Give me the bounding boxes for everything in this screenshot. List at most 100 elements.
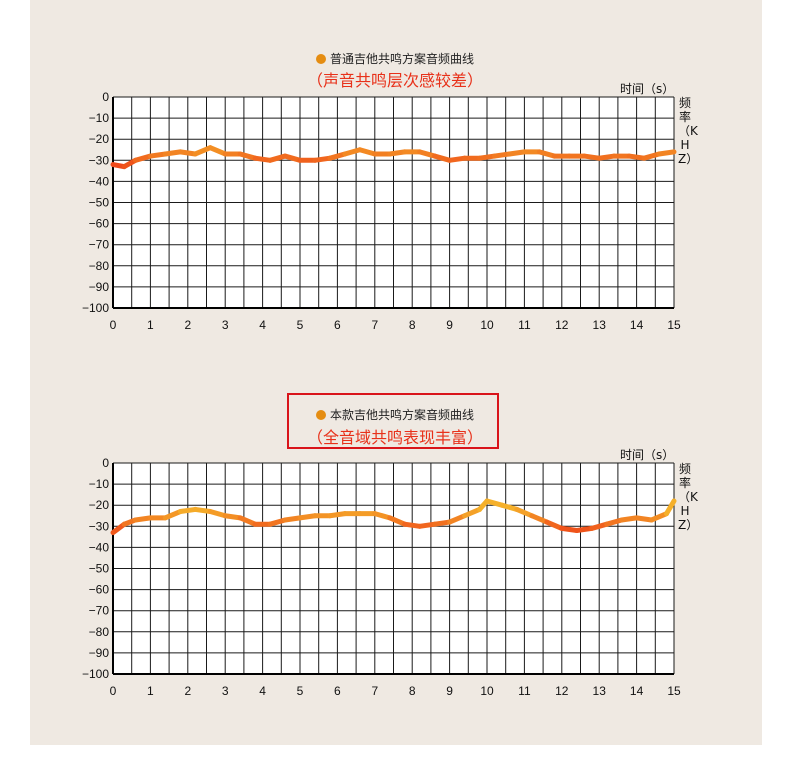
- data-point: [254, 523, 257, 526]
- y-tick-label: −60: [89, 217, 110, 231]
- series-segment: [626, 153, 647, 161]
- x-tick-label: 8: [409, 318, 416, 332]
- legend-dot-icon: [315, 410, 326, 420]
- y-tick-label: −50: [89, 196, 110, 210]
- series-segment: [327, 511, 348, 519]
- chart-2-x-unit: 时间（s）: [620, 448, 675, 462]
- series-segment: [162, 509, 183, 521]
- series-segment: [297, 513, 318, 521]
- data-point: [448, 521, 451, 524]
- y-tick-label: −90: [89, 280, 110, 294]
- x-tick-label: 14: [630, 684, 644, 698]
- data-point: [560, 527, 563, 530]
- data-point: [164, 516, 167, 519]
- data-point: [515, 508, 518, 511]
- data-point: [123, 523, 126, 526]
- data-point: [112, 531, 115, 534]
- series-segment: [447, 155, 468, 163]
- x-tick-label: 1: [147, 684, 154, 698]
- x-tick-label: 13: [593, 684, 607, 698]
- data-point: [650, 518, 653, 521]
- series-segment: [132, 153, 153, 163]
- data-point: [179, 510, 182, 513]
- x-tick-label: 14: [630, 318, 644, 332]
- data-point: [545, 521, 548, 524]
- series-segment: [417, 521, 438, 529]
- series-segment: [491, 151, 512, 159]
- series-segment: [499, 502, 520, 512]
- series-segment: [327, 151, 348, 161]
- x-tick-label: 4: [259, 318, 266, 332]
- data-point: [575, 529, 578, 532]
- series-segment: [282, 515, 303, 523]
- series-segment: [147, 151, 168, 159]
- x-tick-label: 9: [446, 684, 453, 698]
- series-segment: [619, 515, 640, 523]
- series-segment: [656, 149, 677, 157]
- x-tick-label: 11: [518, 318, 531, 332]
- series-segment: [596, 153, 617, 161]
- series-segment: [506, 149, 527, 157]
- data-point: [224, 514, 227, 517]
- series-segment: [207, 145, 228, 157]
- x-tick-label: 1: [147, 318, 154, 332]
- series-segment: [282, 153, 303, 163]
- y-tick-label: −90: [89, 646, 110, 660]
- data-point: [530, 514, 533, 517]
- y-tick-label: −100: [82, 667, 109, 681]
- y-tick-label: −70: [89, 604, 110, 618]
- data-point: [673, 499, 676, 502]
- series-segment: [222, 513, 243, 521]
- series-segment: [192, 145, 213, 157]
- chart-1-legend: 普通吉他共鸣方案音频曲线: [0, 50, 790, 67]
- data-point: [403, 523, 406, 526]
- series-segment: [514, 506, 535, 519]
- chart-1-x-unit: 时间（s）: [620, 82, 675, 96]
- series-segment: [177, 506, 198, 515]
- y-tick-label: −80: [89, 625, 110, 639]
- y-tick-label: −20: [89, 498, 110, 512]
- x-tick-label: 11: [518, 684, 531, 698]
- series-segment: [177, 149, 198, 157]
- y-tick-label: −100: [82, 301, 109, 315]
- data-point: [343, 512, 346, 515]
- legend-dot-icon: [315, 54, 326, 64]
- y-tick-label: −10: [89, 477, 110, 491]
- data-point: [239, 516, 242, 519]
- series-segment: [312, 155, 333, 163]
- series-segment: [634, 515, 655, 523]
- data-point: [313, 514, 316, 517]
- series-segment: [536, 149, 557, 159]
- series-segment: [132, 515, 153, 523]
- y-tick-label: −40: [89, 540, 110, 554]
- series-segment: [342, 147, 363, 157]
- data-point: [269, 523, 272, 526]
- series-segment: [372, 511, 393, 521]
- series-segment: [267, 153, 288, 163]
- series-segment: [581, 153, 602, 161]
- series-segment: [252, 155, 273, 163]
- x-tick-label: 7: [371, 318, 378, 332]
- series-segment: [162, 149, 183, 157]
- y-tick-label: −30: [89, 153, 110, 167]
- y-tick-label: 0: [102, 456, 109, 470]
- series-segment: [432, 519, 453, 527]
- series-segment: [462, 506, 483, 519]
- x-tick-label: 3: [222, 318, 229, 332]
- data-point: [134, 518, 137, 521]
- x-tick-label: 8: [409, 684, 416, 698]
- x-tick-label: 9: [446, 318, 453, 332]
- data-point: [500, 504, 503, 507]
- x-tick-label: 12: [555, 684, 569, 698]
- x-tick-label: 10: [480, 684, 494, 698]
- data-point: [328, 514, 331, 517]
- series-segment: [477, 153, 497, 161]
- series-segment: [649, 511, 670, 523]
- data-point: [665, 512, 668, 515]
- data-point: [373, 512, 376, 515]
- series-segment: [559, 525, 580, 534]
- y-tick-label: −30: [89, 519, 110, 533]
- chart-1-subtitle: （声音共鸣层次感较差）: [306, 71, 483, 90]
